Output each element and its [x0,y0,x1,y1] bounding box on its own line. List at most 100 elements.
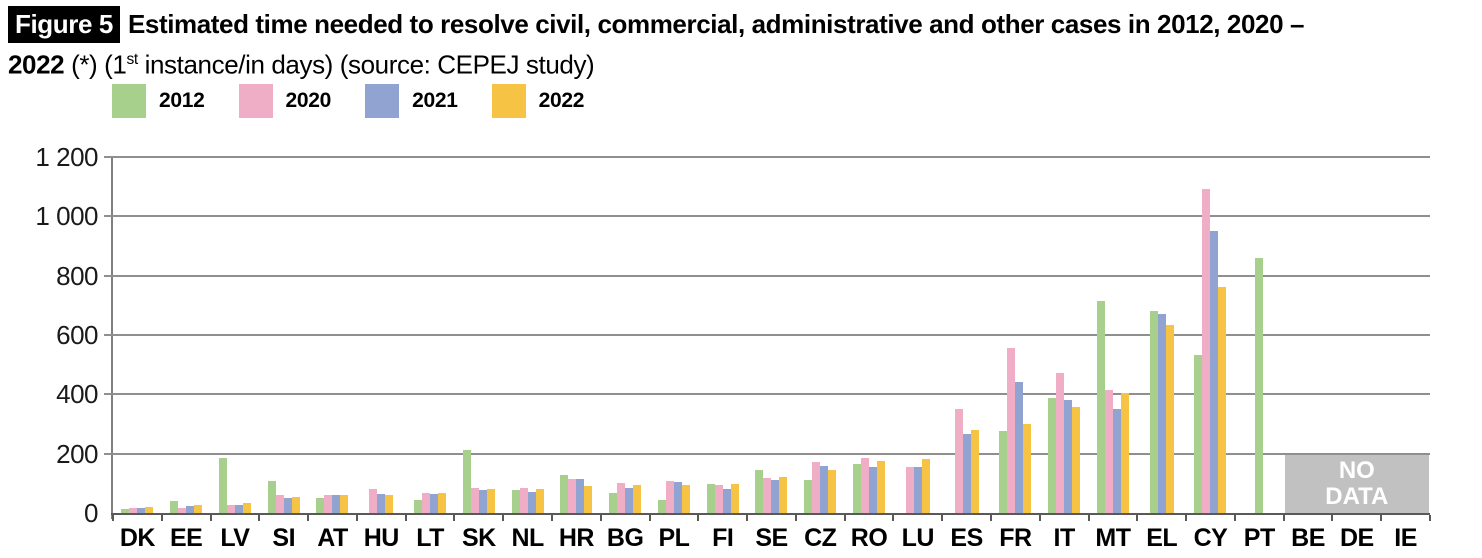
y-tick-label-800: 800 [56,260,98,291]
bar-FI-2012 [706,484,715,513]
legend-swatch-2021 [365,84,400,118]
bar-DK-2020 [129,507,138,513]
bar-BG-2020 [617,483,626,513]
bar-group-AT [308,157,357,513]
bar-PL-2022 [681,484,690,513]
bar-NL-2021 [527,491,536,513]
x-axis-tick [112,515,114,521]
x-axis-tick [990,515,992,521]
y-tick-label-600: 600 [56,320,98,350]
gridline-800 [104,274,1430,277]
figure-number-badge: Figure 5 [8,6,120,43]
title-text-bold: Estimated time needed to resolve civil, … [127,9,1305,39]
legend-swatch-2012 [112,84,146,118]
bar-group-SE [747,157,796,513]
bar-FI-2021 [722,489,731,513]
x-axis-tick [599,515,602,521]
legend-label-2021: 2021 [412,89,458,112]
x-axis-tick [746,515,749,521]
bar-FI-2022 [730,484,739,513]
bar-PL-2021 [673,481,682,513]
bar-DK-2012 [121,508,130,513]
bar-RO-2012 [853,464,862,513]
bar-ES-2022 [970,429,979,513]
x-label-SI: SI [272,524,296,552]
x-label-DE: DE [1339,524,1374,552]
x-label-MT: MT [1095,524,1131,552]
bar-group-FR [991,157,1040,513]
x-label-LV: LV [220,524,250,552]
x-axis-tick [648,515,651,521]
title-line-1: Figure 5 Estimated time needed to resolve… [8,6,1476,43]
bar-CZ-2012 [804,479,813,513]
bar-SE-2022 [779,477,788,513]
x-label-FR: FR [999,524,1032,552]
x-axis-tick [404,515,407,521]
x-axis-tick [502,515,505,521]
bar-group-CY [1186,157,1235,513]
bar-group-IT [1040,157,1089,513]
x-axis-tick [1038,515,1041,521]
bar-LU-2022 [921,459,930,513]
no-data-box: NO DATA [1284,454,1429,513]
bar-SI-2020 [275,494,284,513]
gridline-1200 [104,156,1430,158]
bar-IT-2022 [1072,406,1081,513]
x-label-EE: EE [169,524,203,552]
bar-ES-2021 [962,434,971,513]
bar-RO-2021 [869,467,878,513]
bar-CY-2021 [1210,231,1219,513]
legend-swatch-2022 [491,84,526,118]
x-axis-tick [1380,515,1383,521]
x-axis-tick [258,515,261,521]
bar-LV-2020 [226,504,235,513]
plot-area: NO DATA [104,156,1431,521]
bar-group-BG [601,157,650,513]
bar-BG-2012 [609,493,618,513]
bar-group-ES [942,157,991,513]
y-axis-line [111,157,113,519]
bar-group-CZ [796,157,845,513]
bar-SI-2021 [283,498,292,513]
y-tick-label-0: 0 [84,498,98,528]
title-line-2: 2022 (*) (1st instance/in days) (source:… [8,49,595,80]
bar-LT-2020 [422,492,431,513]
bar-DK-2021 [137,507,146,513]
legend-label-2020: 2020 [285,89,332,112]
bar-LV-2012 [218,457,227,513]
bar-group-EE [162,157,211,513]
bar-LV-2022 [242,503,251,513]
bar-MT-2021 [1112,409,1121,513]
x-axis-tick [453,515,456,521]
bar-CY-2012 [1194,354,1203,513]
bar-group-FI [698,157,747,513]
x-label-EL: EL [1146,524,1178,552]
x-label-RO: RO [850,524,888,552]
bar-SE-2021 [771,480,780,513]
x-label-BE: BE [1291,524,1325,552]
bar-group-EL [1137,157,1186,513]
chart-legend: 2012 2020 2021 2022 [112,84,584,118]
bar-NL-2012 [511,489,520,513]
y-tick-label-200: 200 [56,438,98,469]
bar-SE-2012 [755,470,764,513]
x-label-PL: PL [658,524,690,552]
bar-group-NL [503,157,552,513]
bar-EE-2012 [170,501,179,513]
x-axis-tick [794,515,797,521]
x-label-AT: AT [317,524,348,552]
bar-group-PL [650,157,699,513]
bar-FR-2021 [1015,382,1024,513]
bar-group-HU [357,157,406,513]
bar-HR-2021 [576,478,585,513]
bar-SK-2012 [462,449,471,513]
bar-group-LU [893,157,942,513]
x-axis-tick [209,515,212,521]
x-label-FI: FI [712,524,734,552]
bar-IT-2021 [1064,400,1073,513]
x-axis-tick [307,515,310,521]
x-label-IE: IE [1394,524,1417,552]
bar-CZ-2022 [828,469,837,513]
bar-SK-2020 [470,488,479,513]
